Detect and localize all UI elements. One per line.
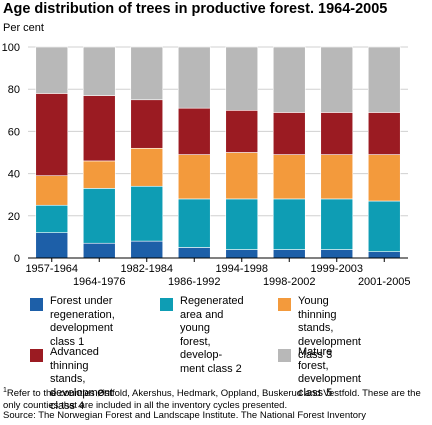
bar-segment [35,175,69,206]
bar-segment [177,107,211,155]
bar-segment [225,249,259,259]
bar-segment [225,198,259,250]
bar-segment [367,251,401,259]
legend-label-class-1: Forest under regeneration, development c… [50,295,115,348]
bar-segment [82,95,116,162]
y-tick-label: 20 [8,211,20,223]
bar-segment [130,185,164,242]
chart-title: Age distribution of trees in productive … [3,1,388,17]
y-tick-label: 100 [2,42,20,54]
bar-segment [320,249,354,259]
bar-segment [130,46,164,101]
bar-segment [35,93,69,177]
legend-swatch-class-1 [30,298,43,311]
y-tick-label: 80 [8,84,20,96]
bar-segment [272,46,306,113]
bar-segment [82,242,116,259]
x-tick-label: 1999-2003 [310,263,363,275]
bar-segment [320,198,354,250]
bar-segment [367,46,401,113]
bar-segment [272,154,306,200]
bar-segment [130,240,164,259]
x-tick-label: 2001-2005 [358,276,411,285]
y-tick-label: 40 [8,169,20,181]
bar-segment [320,154,354,200]
legend-label-class-2: Regenerated area and young forest, devel… [180,295,244,375]
legend-label-class-5: Mature forest, development class 5 [298,346,361,399]
bar-segment [35,46,69,94]
legend-label-class-4: Advanced thinning stands, development cl… [50,346,113,412]
footnote-text: Refer to the counties Østfold, Akershus,… [3,388,421,411]
bar-segment [367,112,401,155]
legend-swatch-class-3 [278,298,291,311]
bar-segment [177,46,211,109]
bar-segment [367,154,401,202]
footnote: 1Refer to the counties Østfold, Akershus… [3,385,431,411]
x-tick-label: 1986-1992 [168,276,221,285]
bar-segment [130,99,164,149]
bar-segment [130,147,164,187]
bar-segment [320,46,354,113]
bar-segment [367,200,401,252]
legend-label-class-3: Young thinning stands, development class… [298,295,361,361]
bar-segment [225,46,259,111]
x-tick-label: 1994-1998 [215,263,268,275]
footnote-marker: 1 [3,387,7,394]
stacked-bar-chart: 0204060801001957-19641964-19761982-19841… [2,42,411,285]
y-tick-label: 60 [8,126,20,138]
legend-swatch-class-2 [160,298,173,311]
source-note: Source: The Norwegian Forest and Landsca… [3,410,366,421]
x-tick-label: 1982-1984 [120,263,173,275]
bar-segment [177,247,211,259]
legend-swatch-class-5 [278,349,291,362]
bar-segment [320,112,354,155]
bar-segment [35,204,69,233]
bar-segment [177,154,211,200]
bar-segment [177,198,211,248]
bar-segment [225,152,259,200]
bar-segment [35,232,69,259]
y-axis-unit-label: Per cent [3,22,44,34]
bar-segment [82,188,116,244]
x-tick-label: 1998-2002 [263,276,316,285]
bar-segment [272,112,306,155]
x-tick-label: 1964-1976 [73,276,126,285]
bar-segment [225,110,259,153]
bar-segment [272,198,306,250]
bar-segment [272,249,306,259]
y-tick-label: 0 [14,253,20,265]
x-tick-label: 1957-1964 [25,263,78,275]
legend-swatch-class-4 [30,349,43,362]
bar-segment [82,46,116,96]
bar-segment [82,160,116,189]
